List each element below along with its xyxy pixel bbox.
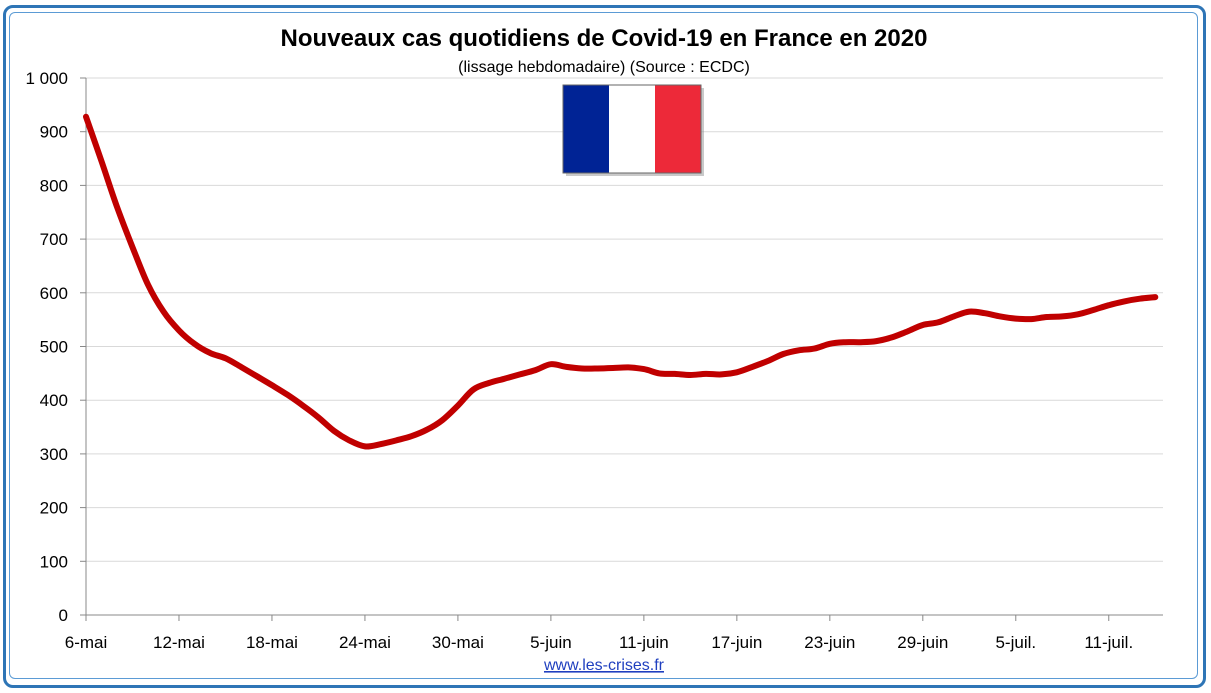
x-tick-label: 23-juin (804, 633, 855, 652)
y-tick-label: 900 (40, 123, 68, 142)
chart-subtitle: (lissage hebdomadaire) (Source : ECDC) (458, 59, 750, 76)
grid-lines (86, 77, 1163, 562)
y-tick-label: 800 (40, 176, 68, 195)
x-tick-label: 5-juil. (995, 633, 1036, 652)
x-tick-label: 30-mai (432, 633, 484, 652)
y-tick-label: 700 (40, 230, 68, 249)
flag-blue-band (563, 85, 609, 173)
y-tick-label: 1 000 (25, 69, 68, 88)
x-tick-label: 5-juin (530, 633, 572, 652)
y-tick-label: 200 (40, 499, 68, 518)
chart-title: Nouveaux cas quotidiens de Covid-19 en F… (281, 25, 928, 52)
x-tick-label: 24-mai (339, 633, 391, 652)
x-tick-label: 11-juil. (1084, 633, 1133, 652)
x-tick-label: 6-mai (65, 633, 108, 652)
y-tick-label: 400 (40, 391, 68, 410)
y-tick-label: 500 (40, 338, 68, 357)
x-tick-label: 29-juin (897, 633, 948, 652)
y-axis-ticks: 0 100 200 300 400 500 600 700 800 900 1 000 (25, 69, 86, 625)
x-tick-label: 18-mai (246, 633, 298, 652)
y-tick-label: 600 (40, 284, 68, 303)
flag-red-band (655, 85, 701, 173)
chart-frame-inner (9, 12, 1198, 679)
series-line (83, 113, 1159, 450)
x-tick-label: 12-mai (153, 633, 205, 652)
source-link[interactable]: www.les-crises.fr (543, 657, 665, 674)
x-tick-label: 11-juin (619, 633, 669, 652)
x-tick-label: 17-juin (711, 633, 762, 652)
flag-white-band (609, 85, 655, 173)
y-tick-label: 0 (59, 606, 68, 625)
series-group (83, 113, 1159, 450)
y-tick-label: 100 (40, 552, 68, 571)
x-axis-ticks: 6-mai 12-mai 18-mai 24-mai 30-mai 5-juin 11-ju… (65, 615, 1133, 652)
y-tick-label: 300 (40, 445, 68, 464)
france-flag-icon (562, 84, 704, 176)
